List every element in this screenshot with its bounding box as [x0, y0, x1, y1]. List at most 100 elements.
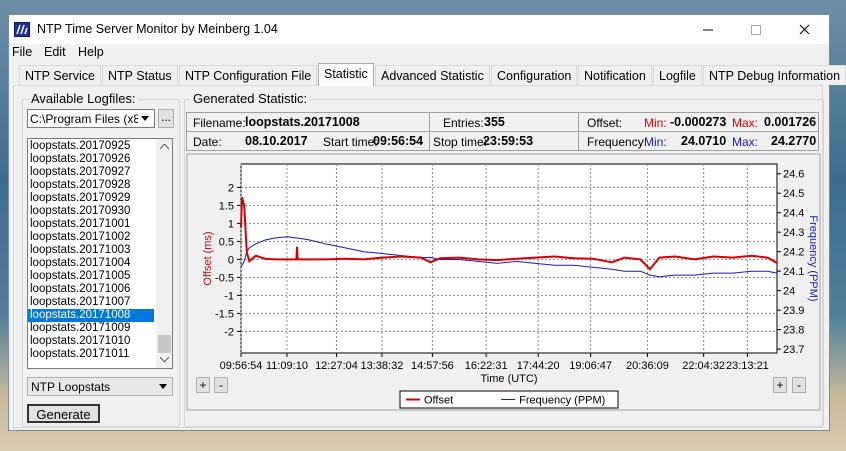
list-item[interactable]: loopstats.20171001	[30, 218, 131, 230]
list-item[interactable]: loopstats.20171002	[30, 231, 131, 243]
info-label: Filename:	[193, 116, 246, 130]
generate-button[interactable]: Generate	[27, 404, 100, 423]
info-label: Offset:	[587, 116, 623, 130]
y2-tick-label: 24	[783, 286, 795, 298]
zoom-out-right[interactable]: -	[792, 377, 806, 393]
info-row	[186, 131, 819, 151]
min-label: Min:	[644, 116, 667, 130]
list-item[interactable]: loopstats.20171004	[30, 257, 131, 269]
group-label: Available Logfiles:	[29, 91, 138, 106]
zoom-out-left[interactable]: -	[214, 377, 228, 393]
list-item[interactable]: loopstats.20170929	[30, 192, 131, 204]
scroll-up[interactable]	[160, 144, 169, 150]
y2-tick-label: 24.5	[783, 188, 804, 200]
list-item[interactable]: loopstats.20171009	[30, 322, 131, 334]
browse-button[interactable]: ...	[158, 109, 174, 128]
dropdown-arrow	[141, 116, 149, 121]
info-value: 23:59:53	[483, 134, 534, 148]
window-title: NTP Time Server Monitor by Meinberg 1.04	[37, 22, 278, 36]
menu-item[interactable]: Edit	[44, 45, 66, 59]
list-item[interactable]: loopstats.20171005	[30, 270, 131, 282]
y2-axis-label: Frequency (PPM)	[807, 215, 819, 301]
chart: 2 1.5 1 0.5 0 -0.5 -1 -1.5 -2 24.6 24.5 24.4 24.3 24.…	[186, 153, 821, 411]
zoom-in-left[interactable]: +	[196, 377, 210, 393]
scrollbar[interactable]	[156, 139, 172, 368]
type-text: NTP Loopstats	[31, 380, 111, 394]
y2-tick-label: 24.4	[783, 208, 804, 220]
scroll-down[interactable]	[160, 357, 169, 363]
info-label: Entries:	[443, 116, 484, 130]
y-tick-label: 0	[228, 254, 234, 266]
info-value: loopstats.20171008	[245, 115, 360, 129]
list-item[interactable]: loopstats.20171003	[30, 244, 131, 256]
path-combo[interactable]: C:\Program Files (x86)\	[27, 109, 155, 128]
list-item[interactable]: loopstats.20171008	[28, 309, 154, 322]
info-value: -0.000273	[670, 115, 727, 129]
y2-tick-label: 23.8	[783, 325, 804, 337]
logfile-list: loopstats.20170925 loopstats.20170926 loop…	[27, 138, 173, 369]
scroll-thumb[interactable]	[158, 335, 171, 353]
path-text: C:\Program Files (x86)\	[30, 112, 138, 126]
tab[interactable]: Notification	[578, 65, 652, 85]
list-item[interactable]: loopstats.20171010	[30, 335, 131, 347]
close-button[interactable]	[799, 24, 810, 35]
menu-item[interactable]: File	[12, 45, 33, 59]
list-item[interactable]: loopstats.20170926	[30, 153, 131, 165]
maximize-button[interactable]	[751, 25, 761, 35]
list-items: loopstats.20170925 loopstats.20170926 loop…	[28, 140, 154, 361]
group-label: Generated Statistic:	[191, 91, 310, 106]
type-combo[interactable]: NTP Loopstats	[27, 377, 173, 396]
y-tick-label: -1	[224, 290, 234, 302]
list-item[interactable]: loopstats.20171007	[30, 296, 131, 308]
x-tick-label: 09:56:54	[220, 360, 263, 372]
series-line	[240, 197, 778, 271]
list-item[interactable]: loopstats.20170928	[30, 179, 131, 191]
list-item[interactable]: loopstats.20170925	[30, 140, 131, 152]
list-item[interactable]: loopstats.20171006	[30, 283, 131, 295]
y2-tick-label: 24.3	[783, 227, 804, 239]
tab[interactable]: NTP Service	[19, 65, 101, 85]
x-tick-label: 14:57:56	[411, 360, 454, 372]
y2-tick-label: 23.7	[783, 344, 804, 356]
tab[interactable]: Statistic	[318, 63, 374, 86]
app-icon	[14, 22, 30, 37]
x-tick-label: 12:27:04	[315, 360, 358, 372]
tab[interactable]: NTP Status	[102, 65, 178, 85]
y-tick-label: 0.5	[219, 236, 234, 248]
x-tick-label: 17:44:20	[517, 360, 560, 372]
y2-tick-label: 24.2	[783, 247, 804, 259]
list-item[interactable]: loopstats.20170930	[30, 205, 131, 217]
y-tick-label: 2	[228, 182, 234, 194]
list-item[interactable]: loopstats.20171011	[30, 348, 130, 360]
x-tick-label: 13:38:32	[361, 360, 404, 372]
zoom-in-right[interactable]: +	[773, 377, 787, 393]
info-divider	[429, 112, 579, 151]
window-controls[interactable]	[689, 21, 829, 39]
y-tick-label: -2	[224, 326, 234, 338]
info-value: 24.0710	[681, 134, 727, 148]
y2-tick-label: 24.6	[783, 169, 804, 181]
tab[interactable]: Logfile	[653, 65, 702, 85]
min-label: Min:	[644, 135, 667, 149]
tab[interactable]: Advanced Statistic	[375, 65, 490, 85]
tab[interactable]: NTP Configuration File	[179, 65, 318, 85]
info-value: 09:56:54	[373, 134, 424, 148]
menu-item[interactable]: Help	[78, 45, 104, 59]
info-label: Stop time:	[433, 135, 488, 149]
legend-label: Frequency (PPM)	[519, 395, 605, 407]
y-tick-label: -1.5	[215, 308, 234, 320]
statistic-group: Generated Statistic:	[184, 91, 824, 427]
title-bar: NTP Time Server Monitor by Meinberg 1.04	[9, 15, 829, 44]
list-item[interactable]: loopstats.20170927	[30, 166, 131, 178]
info-value: 08.10.2017	[245, 134, 308, 148]
y-tick-label: 1.5	[219, 200, 234, 212]
app-window: NTP Time Server Monitor by Meinberg 1.04…	[8, 14, 846, 431]
logfiles-group: Available Logfiles: C:\Program Files (x8…	[22, 91, 180, 427]
tab-strip: NTP Service NTP Status NTP Configuration F…	[19, 63, 846, 86]
x-tick-label: 19:06:47	[569, 360, 612, 372]
y2-tick-label: 23.9	[783, 305, 804, 317]
x-tick-label: 22:04:32	[682, 360, 725, 372]
tab[interactable]: NTP Debug Information	[703, 65, 846, 85]
tab[interactable]: Configuration	[491, 65, 578, 85]
